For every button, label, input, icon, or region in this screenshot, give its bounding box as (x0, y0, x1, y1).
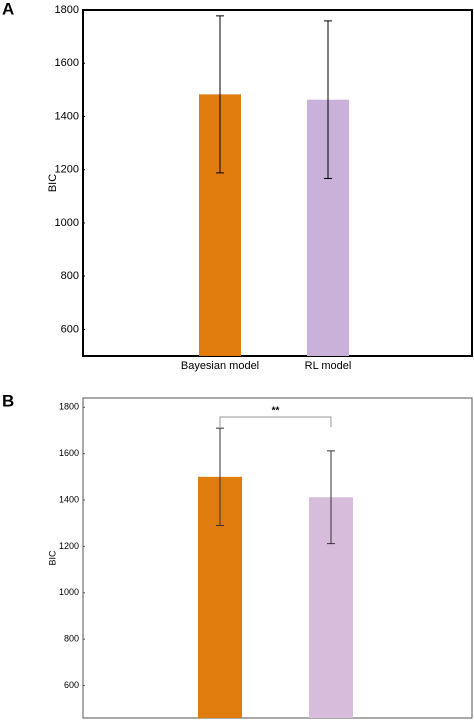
y-tick-label: 1600 (55, 57, 79, 69)
significance-bracket (219, 416, 332, 427)
y-tick-label: 800 (61, 270, 79, 282)
significance-label: ** (272, 406, 280, 417)
y-tick-label: 600 (61, 323, 79, 335)
error-bar (216, 15, 224, 174)
y-tick-label: 1200 (55, 164, 79, 176)
y-tick-label: 1000 (59, 587, 79, 597)
y-tick-label: 1400 (55, 110, 79, 122)
panel-label: A (2, 0, 14, 18)
y-tick-label: 1200 (59, 541, 79, 551)
y-tick-label: 800 (64, 634, 79, 644)
error-bar (216, 427, 224, 527)
x-tick-label: Bayesian model (181, 360, 259, 372)
y-tick-label: 1800 (59, 402, 79, 412)
y-tick-label: 1400 (59, 494, 79, 504)
y-tick-label: 1000 (55, 217, 79, 229)
y-axis-label: BIC (47, 550, 57, 566)
plot-frame (82, 9, 473, 357)
y-axis-label: BIC (47, 174, 59, 192)
y-tick-label: 600 (64, 680, 79, 690)
y-tick-label: 1600 (59, 448, 79, 458)
plot-frame (82, 397, 473, 719)
error-bar (327, 450, 335, 545)
panel-label: B (2, 391, 14, 410)
x-tick-label: RL model (305, 360, 352, 372)
y-tick-label: 1800 (55, 4, 79, 16)
error-bar (324, 20, 332, 179)
